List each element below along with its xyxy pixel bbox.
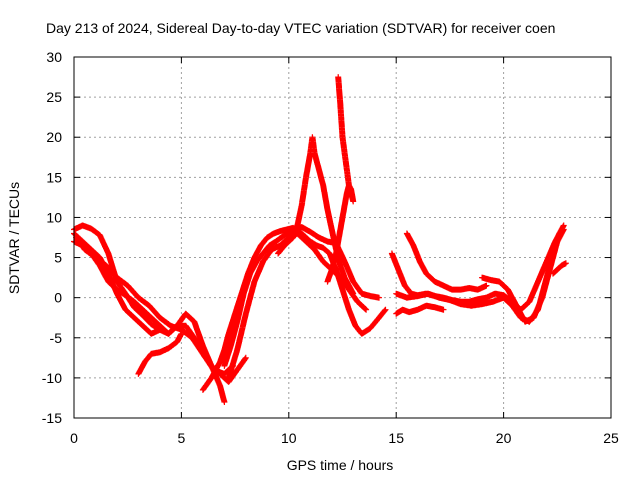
y-tick-label: 30 <box>46 49 62 65</box>
y-tick-label: 20 <box>46 129 62 145</box>
series-arc13 <box>393 302 447 317</box>
series-arc16 <box>550 260 569 277</box>
series-markers <box>393 302 447 317</box>
x-tick-label: 5 <box>178 430 186 446</box>
y-tick-label: -10 <box>42 370 62 386</box>
y-tick-label: 10 <box>46 209 62 225</box>
series-markers <box>275 134 357 297</box>
x-axis-label: GPS time / hours <box>287 457 394 473</box>
data-points <box>71 74 569 405</box>
y-axis-label: SDTVAR / TECUs <box>6 182 22 294</box>
y-tick-label: 5 <box>54 250 62 266</box>
series-arc9 <box>275 134 357 297</box>
y-tick-label: 0 <box>54 290 62 306</box>
series-arc12 <box>403 230 490 293</box>
plot-frame <box>73 56 612 419</box>
series-markers <box>479 230 563 325</box>
y-tick-label: 15 <box>46 169 62 185</box>
x-tick-label: 25 <box>603 430 619 446</box>
series-markers <box>403 230 490 293</box>
y-tick-label: -15 <box>42 410 62 426</box>
x-tick-label: 15 <box>388 430 404 446</box>
axis-ticks: 0 5 10 15 20 25 -15 -10 -5 0 5 10 15 20 25 30 <box>42 49 619 446</box>
y-tick-label: 25 <box>46 89 62 105</box>
series-arc10 <box>324 74 357 285</box>
y-tick-label: -5 <box>50 330 63 346</box>
series-arc5 <box>135 330 185 377</box>
chart-title: Day 213 of 2024, Sidereal Day-to-day VTE… <box>46 20 555 36</box>
series-markers <box>550 260 569 277</box>
series-markers <box>135 330 185 377</box>
x-tick-label: 10 <box>281 430 297 446</box>
series-markers <box>324 74 357 285</box>
series-arc15 <box>479 230 563 325</box>
x-tick-label: 0 <box>70 430 78 446</box>
x-tick-label: 20 <box>496 430 512 446</box>
